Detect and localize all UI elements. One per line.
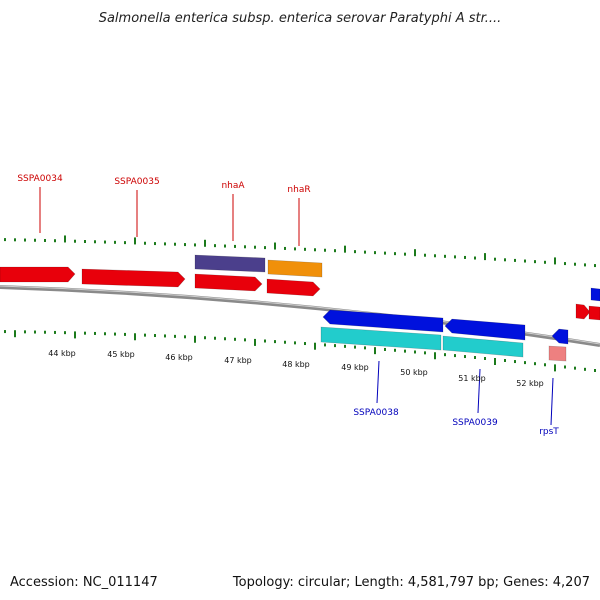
gene-nhaR-arrow <box>266 278 321 297</box>
genome-summary-text: Topology: circular; Length: 4,581,797 bp… <box>232 575 590 590</box>
gene-sspa0039-box <box>442 335 524 358</box>
gene-label-upper: nhaR <box>287 185 310 195</box>
ruler-label: 44 kbp <box>48 349 76 358</box>
upper-tick-track <box>4 235 596 268</box>
gene-right-red-box <box>588 305 600 321</box>
ruler-label: 52 kbp <box>516 379 544 388</box>
ruler-labels: 44 kbp 45 kbp 46 kbp 47 kbp 48 kbp 49 kbp 50 k… <box>48 349 544 388</box>
gene-label-upper: SSPA0035 <box>114 177 159 187</box>
leader-line <box>550 377 554 426</box>
ruler-label: 47 kbp <box>224 356 252 365</box>
leader-line <box>477 368 481 414</box>
gene-label-lower: SSPA0038 <box>353 408 399 418</box>
gene-sspa0038-box <box>320 326 442 351</box>
gene-label-upper: nhaA <box>221 181 245 191</box>
gene-nhaA-box <box>194 254 266 273</box>
gene-right-blue-box <box>590 287 600 302</box>
gene-sspa0034-arrow <box>0 266 76 283</box>
gene-right-red-arrow <box>575 303 591 320</box>
gene-rpsT-arrow <box>551 328 569 345</box>
gene-sspa0038-arrow <box>322 309 444 333</box>
gene-features <box>0 254 600 362</box>
gene-nhaA-arrow <box>194 273 263 292</box>
lower-tick-track <box>4 330 596 373</box>
leader-line <box>376 360 380 404</box>
accession-text: Accession: NC_011147 <box>10 575 158 590</box>
gene-nhaR-box <box>267 259 323 278</box>
ruler-label: 46 kbp <box>165 353 193 362</box>
ruler-label: 49 kbp <box>341 363 369 372</box>
gene-labels: SSPA0034 SSPA0035 nhaA nhaR SSPA0038 SSPA0039… <box>17 174 559 437</box>
gene-label-lower: rpsT <box>539 427 559 437</box>
gene-sspa0035-arrow <box>81 268 186 288</box>
ruler-label: 48 kbp <box>282 360 310 369</box>
map-title: Salmonella enterica subsp. enterica sero… <box>99 11 502 26</box>
gene-rpsT-box <box>548 345 567 362</box>
gene-label-upper: SSPA0034 <box>17 174 63 184</box>
gene-sspa0039-arrow <box>444 318 526 341</box>
gene-label-lower: SSPA0039 <box>452 418 498 428</box>
ruler-label: 45 kbp <box>107 350 135 359</box>
ruler-label: 51 kbp <box>458 374 486 383</box>
ruler-label: 50 kbp <box>400 368 428 377</box>
